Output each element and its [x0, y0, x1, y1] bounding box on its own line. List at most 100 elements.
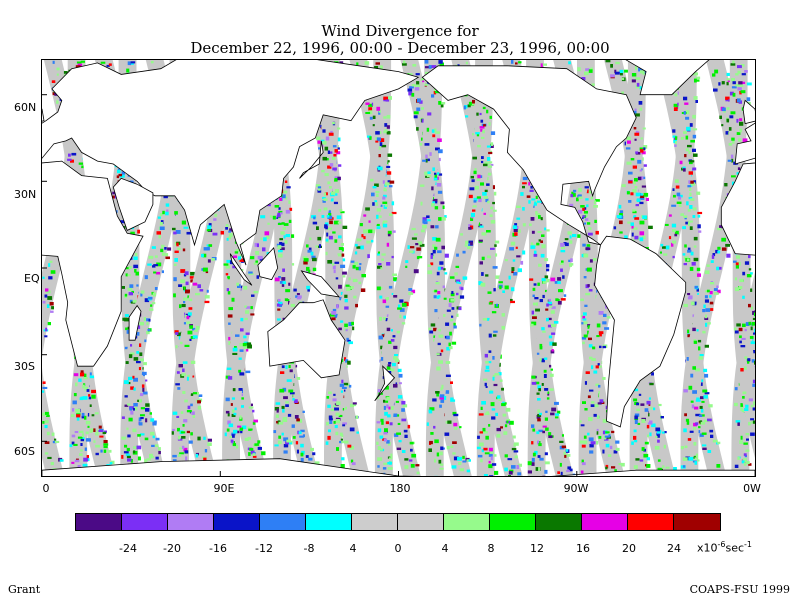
divergence-cell	[322, 156, 327, 161]
divergence-cell	[376, 208, 381, 212]
divergence-cell	[139, 321, 145, 326]
divergence-cell	[325, 441, 329, 445]
divergence-cell	[479, 261, 483, 265]
divergence-cell	[279, 388, 285, 393]
divergence-cell	[490, 456, 493, 461]
divergence-cell	[77, 436, 83, 439]
divergence-cell	[188, 307, 193, 310]
divergence-cell	[346, 287, 351, 292]
divergence-cell	[393, 295, 398, 298]
divergence-cell	[717, 441, 721, 445]
divergence-cell	[247, 426, 250, 429]
divergence-cell	[341, 253, 345, 257]
divergence-cell	[583, 321, 588, 325]
divergence-cell	[598, 311, 604, 315]
divergence-cell	[250, 450, 254, 455]
divergence-cell	[283, 444, 289, 448]
divergence-cell	[129, 62, 134, 65]
divergence-cell	[567, 466, 572, 470]
divergence-cell	[328, 132, 334, 136]
divergence-cell	[577, 194, 582, 199]
divergence-cell	[378, 111, 381, 115]
divergence-cell	[50, 310, 54, 313]
divergence-cell	[257, 446, 262, 450]
divergence-cell	[328, 429, 331, 433]
divergence-cell	[585, 284, 590, 289]
divergence-cell	[492, 376, 495, 381]
divergence-cell	[643, 192, 649, 197]
divergence-cell	[179, 304, 182, 309]
divergence-cell	[276, 421, 280, 424]
divergence-cell	[437, 190, 443, 194]
lat-label-60s: 60S	[14, 445, 35, 458]
divergence-cell	[441, 245, 445, 250]
divergence-cell	[551, 323, 556, 327]
divergence-cell	[374, 66, 379, 70]
divergence-cell	[416, 127, 419, 131]
divergence-cell	[476, 133, 480, 137]
divergence-cell	[364, 61, 370, 65]
divergence-cell	[637, 159, 642, 164]
divergence-cell	[698, 426, 701, 429]
divergence-cell	[380, 418, 384, 422]
divergence-cell	[647, 434, 649, 438]
divergence-cell	[506, 420, 509, 424]
divergence-cell	[434, 90, 440, 94]
divergence-cell	[282, 417, 287, 422]
divergence-cell	[641, 447, 645, 451]
divergence-cell	[445, 361, 451, 364]
divergence-cell	[98, 430, 104, 432]
divergence-cell	[380, 345, 384, 350]
divergence-cell	[383, 188, 387, 192]
divergence-cell	[422, 219, 426, 224]
divergence-cell	[731, 158, 734, 163]
land-coastline	[720, 162, 755, 256]
divergence-cell	[253, 419, 258, 423]
divergence-cell	[753, 332, 755, 335]
divergence-cell	[386, 171, 392, 175]
colorbar-tick: -24	[119, 542, 137, 555]
divergence-cell	[550, 412, 555, 416]
divergence-cell	[390, 329, 393, 332]
divergence-cell	[52, 92, 55, 96]
divergence-cell	[138, 393, 144, 397]
divergence-cell	[185, 281, 189, 286]
divergence-cell	[493, 330, 498, 333]
divergence-cell	[74, 459, 80, 463]
divergence-cell	[47, 456, 52, 459]
divergence-cell	[643, 448, 646, 452]
divergence-cell	[477, 144, 481, 148]
land-coastline	[594, 235, 687, 428]
divergence-cell	[190, 432, 193, 436]
divergence-cell	[139, 358, 144, 362]
divergence-cell	[235, 249, 241, 253]
divergence-cell	[634, 66, 638, 70]
divergence-cell	[144, 275, 148, 280]
divergence-cell	[312, 452, 316, 456]
divergence-cell	[584, 207, 587, 210]
land-coastline	[257, 246, 279, 281]
divergence-cell	[299, 435, 304, 438]
divergence-cell	[693, 426, 697, 430]
divergence-cell	[640, 70, 645, 74]
divergence-cell	[397, 304, 401, 309]
divergence-cell	[283, 437, 289, 442]
divergence-cell	[568, 259, 572, 262]
divergence-cell	[431, 186, 434, 191]
divergence-cell	[480, 282, 486, 287]
divergence-cell	[746, 97, 751, 102]
divergence-cell	[680, 137, 684, 140]
divergence-cell	[481, 156, 484, 159]
divergence-cell	[742, 295, 745, 299]
divergence-cell	[431, 94, 435, 98]
divergence-cell	[561, 260, 564, 264]
divergence-cell	[641, 215, 644, 218]
divergence-cell	[329, 163, 334, 167]
divergence-cell	[611, 430, 615, 434]
divergence-cell	[389, 185, 393, 188]
divergence-cell	[467, 459, 471, 462]
divergence-cell	[751, 359, 755, 363]
divergence-cell	[626, 191, 630, 195]
divergence-cell	[279, 242, 283, 245]
divergence-cell	[711, 254, 715, 259]
